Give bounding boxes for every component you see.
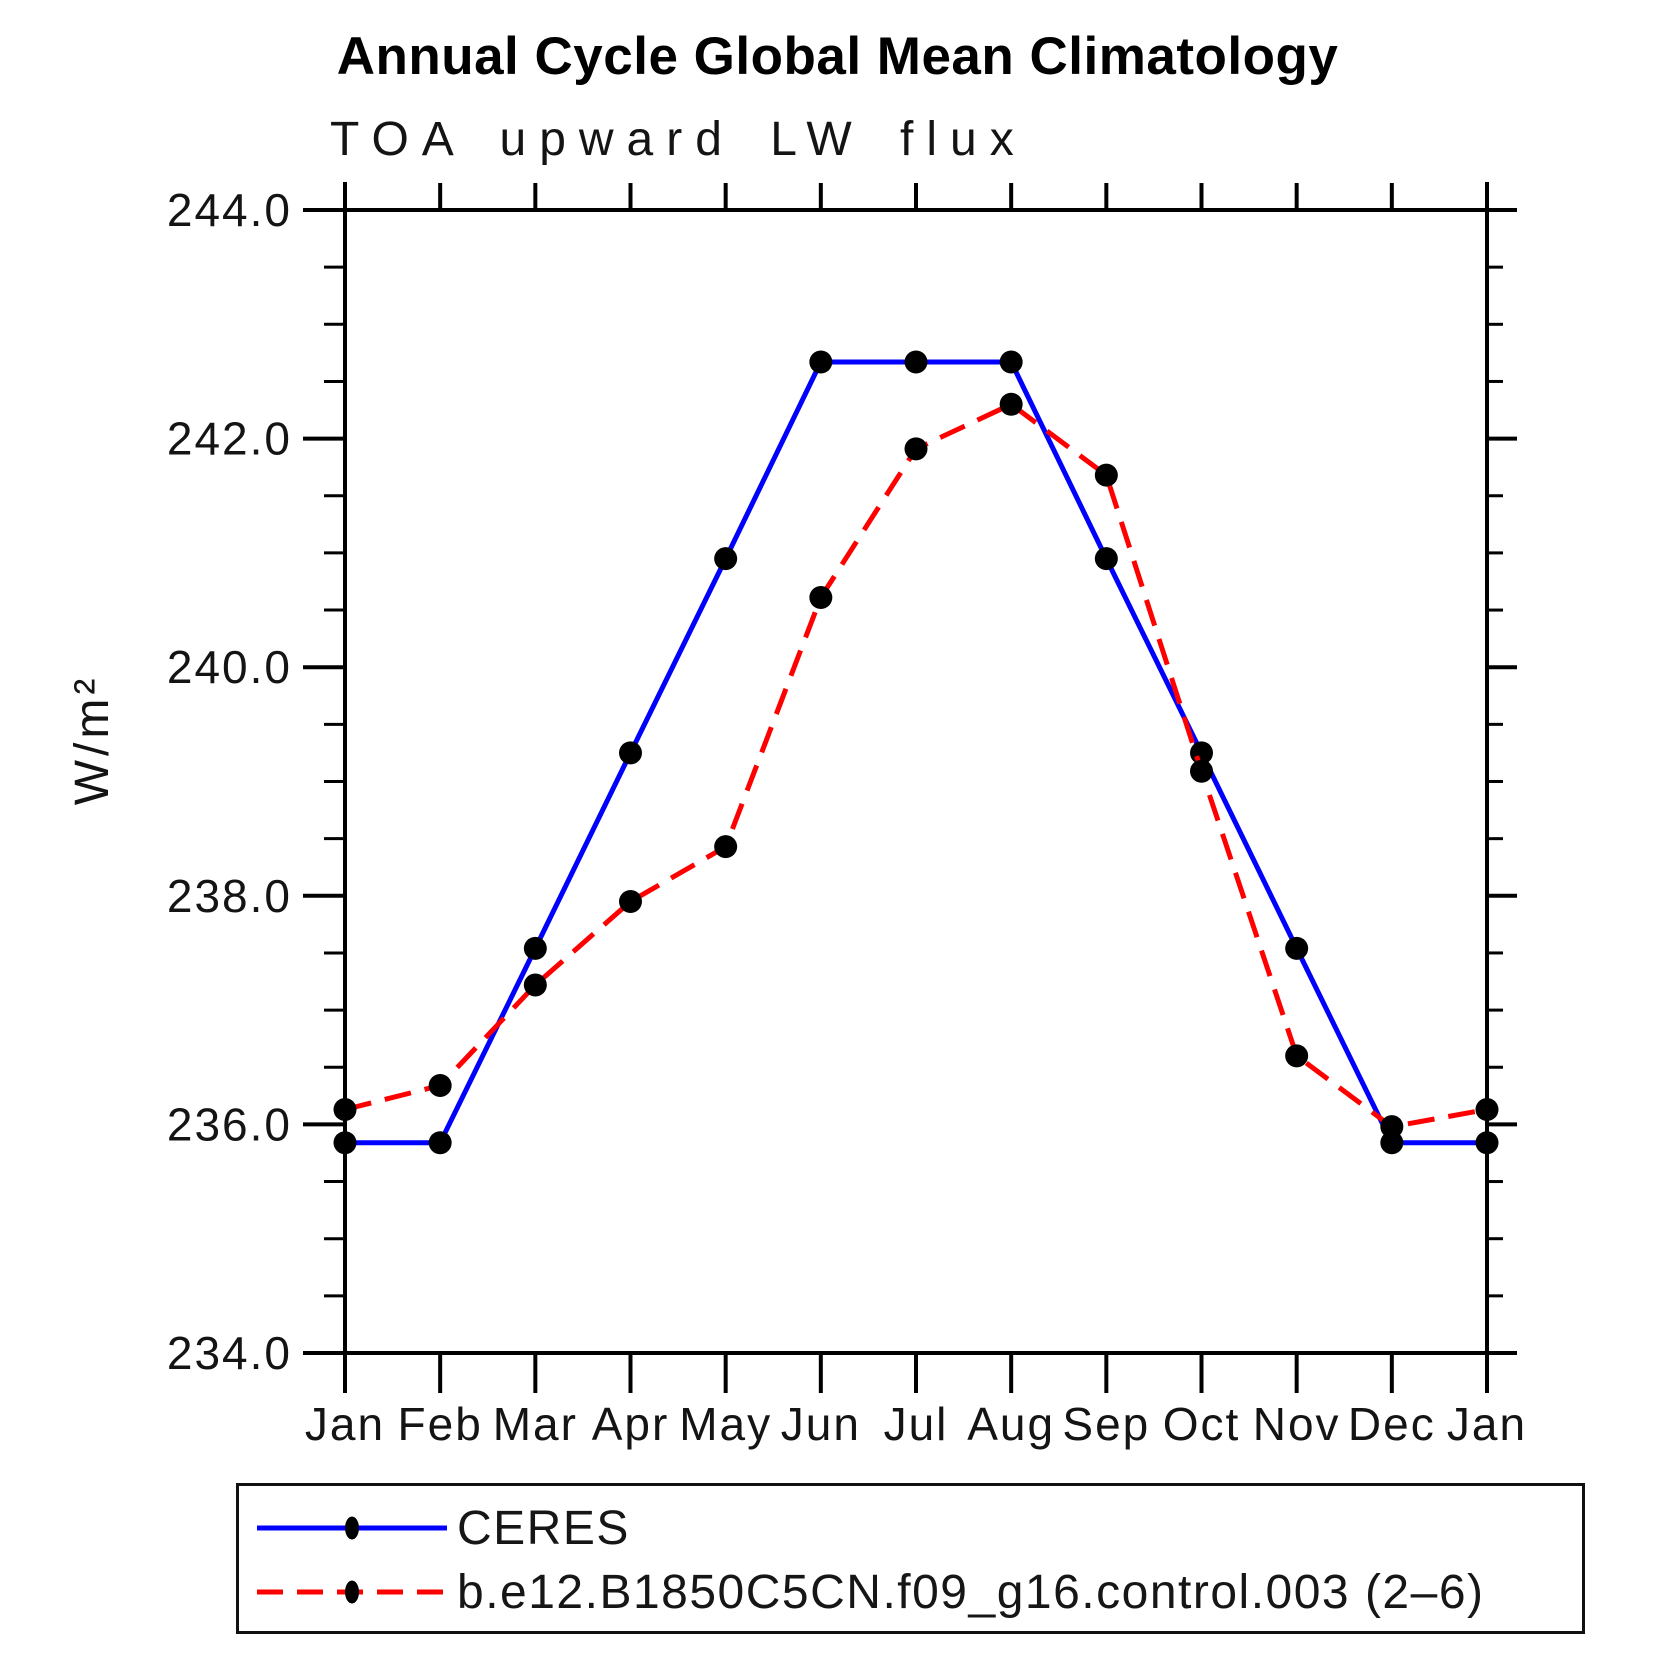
data-point-marker-series0 <box>1094 547 1118 571</box>
y-axis-tick-label: 238.0 <box>167 870 292 922</box>
data-point-marker-series0 <box>619 741 642 765</box>
y-axis-tick-label: 234.0 <box>167 1327 292 1379</box>
data-point-marker-series0 <box>714 547 738 571</box>
data-point-marker-series1 <box>1190 759 1213 783</box>
data-point-marker-series1 <box>999 392 1023 416</box>
data-point-marker-series1 <box>523 973 547 997</box>
data-point-marker-series1 <box>809 585 833 609</box>
legend-entry-ceres: CERES <box>253 1501 630 1555</box>
x-axis-tick-label: Jun <box>781 1398 861 1450</box>
x-axis-tick-label: Jan <box>1447 1398 1527 1450</box>
data-point-marker-series0 <box>999 350 1023 374</box>
legend-marker-icon <box>345 1580 359 1604</box>
legend-label-ceres: CERES <box>457 1501 630 1555</box>
data-point-marker-series0 <box>1380 1131 1404 1155</box>
data-point-marker-series1 <box>1285 1044 1309 1068</box>
x-axis-tick-label: Dec <box>1348 1398 1436 1450</box>
x-axis-tick-label: Jan <box>305 1398 385 1450</box>
series-line-0 <box>345 359 1487 1146</box>
chart-title: Annual Cycle Global Mean Climatology <box>336 27 1339 86</box>
legend-sample-model-line <box>257 1580 447 1604</box>
y-axis-title: W/m² <box>66 675 119 806</box>
data-point-marker-series0 <box>1475 1131 1499 1155</box>
data-point-marker-series0 <box>1285 936 1309 960</box>
x-axis-tick-label: May <box>679 1398 772 1450</box>
legend-sample-ceres-line <box>257 1516 447 1540</box>
x-axis-tick-label: Aug <box>967 1398 1055 1450</box>
series-line-1 <box>344 401 1488 1130</box>
y-axis-tick-label: 244.0 <box>167 184 292 236</box>
x-axis-tick-label: Sep <box>1062 1398 1150 1450</box>
y-axis-tick-label: 242.0 <box>167 413 292 465</box>
data-point-marker-series1 <box>1380 1115 1404 1139</box>
legend-marker-icon <box>345 1516 359 1540</box>
x-axis-tick-label: Jul <box>884 1398 949 1450</box>
legend-entry-model: b.e12.B1850C5CN.f09_g16.control.003 (2–6… <box>253 1565 1485 1619</box>
x-axis-tick-label: Mar <box>493 1398 578 1450</box>
x-axis-tick-label: Nov <box>1253 1398 1341 1450</box>
data-point-marker-series1 <box>1094 463 1118 487</box>
y-axis-tick-label: 240.0 <box>167 641 292 693</box>
chart-subtitle: TOA upward LW flux <box>330 113 1027 166</box>
legend-label-model: b.e12.B1850C5CN.f09_g16.control.003 (2–6… <box>457 1565 1485 1619</box>
x-axis-tick-label: Feb <box>398 1398 483 1450</box>
data-point-marker-series0 <box>809 350 833 374</box>
data-point-marker-series1 <box>333 1098 357 1122</box>
x-axis-tick-label: Oct <box>1163 1398 1241 1450</box>
data-point-marker-series1 <box>904 437 928 461</box>
data-point-marker-series0 <box>333 1131 357 1155</box>
data-point-marker-series0 <box>904 350 928 374</box>
data-point-marker-series1 <box>619 890 642 914</box>
data-point-marker-series0 <box>523 936 547 960</box>
x-axis-tick-label: Apr <box>592 1398 670 1450</box>
data-point-marker-series1 <box>1475 1098 1499 1122</box>
data-point-marker-series0 <box>428 1131 452 1155</box>
y-axis-tick-label: 236.0 <box>167 1098 292 1150</box>
data-point-marker-series1 <box>714 835 738 859</box>
legend: CERES b.e12.B1850C5CN.f09_g16.control.00… <box>236 1483 1585 1634</box>
data-point-marker-series1 <box>428 1074 452 1098</box>
